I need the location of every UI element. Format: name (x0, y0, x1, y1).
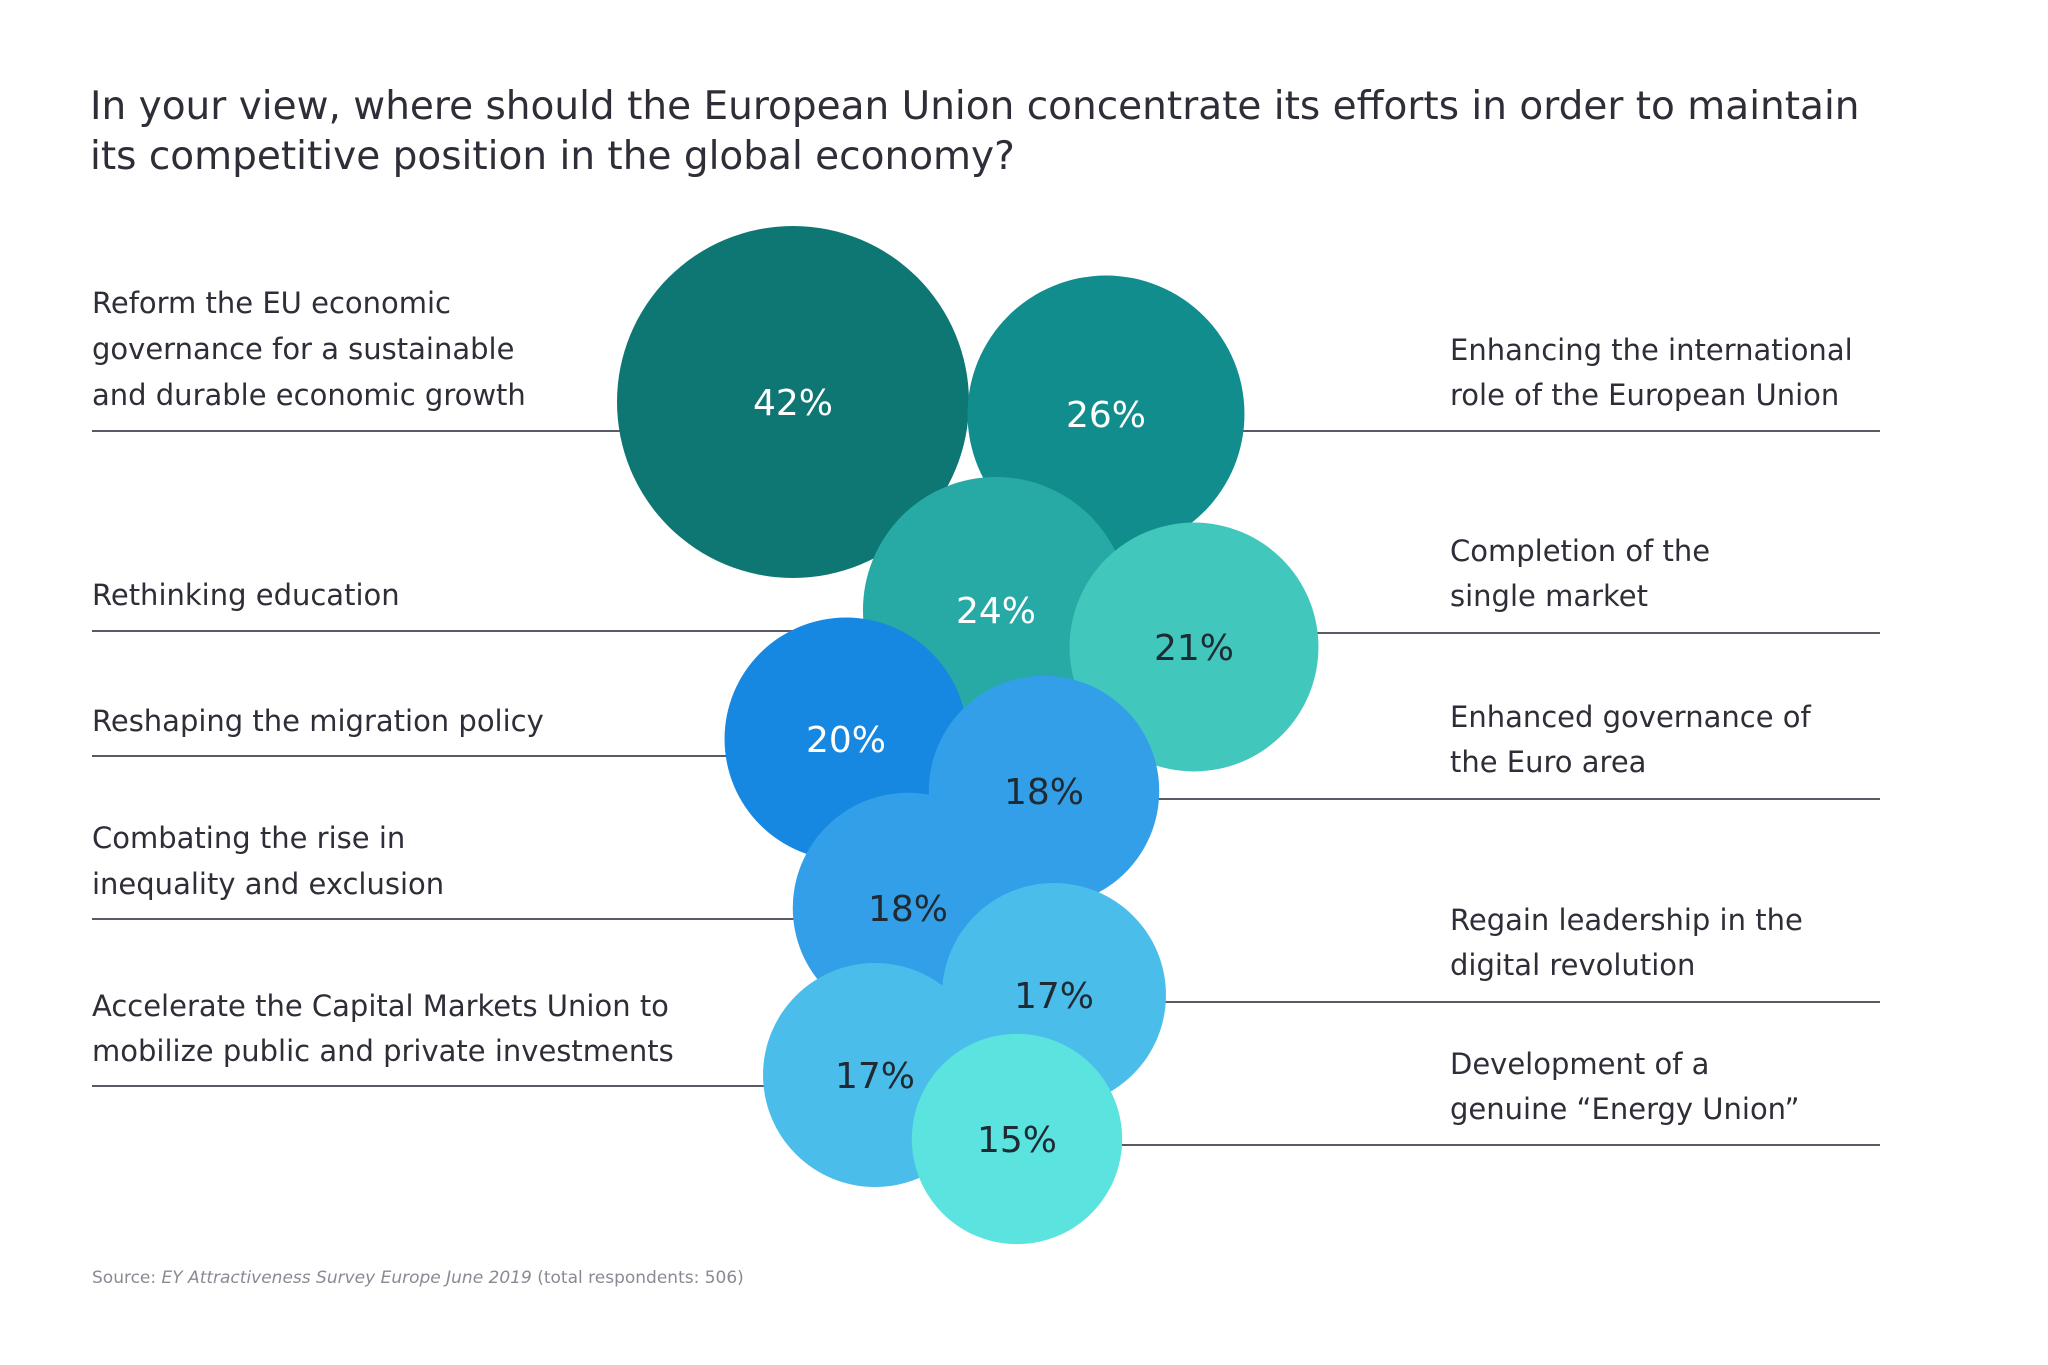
category-label: Reshaping the migration policy (92, 704, 544, 738)
value-label: 17% (1014, 976, 1094, 1017)
value-label: 20% (806, 720, 886, 761)
value-label: 17% (835, 1056, 915, 1097)
category-label: Completion of the single market (1450, 534, 1710, 613)
category-label: Combating the rise in inequality and excl… (92, 821, 444, 901)
source-prefix: Source: (92, 1268, 162, 1288)
category-label: Rethinking education (92, 578, 400, 612)
category-label: Enhanced governance of the Euro area (1450, 700, 1811, 779)
source-name: EY Attractiveness Survey Europe June 201… (161, 1268, 532, 1288)
bubble (911, 1033, 1123, 1245)
category-label: Development of a genuine “Energy Union” (1450, 1047, 1800, 1126)
source-suffix: (total respondents: 506) (531, 1268, 744, 1288)
category-label: Enhancing the international role of the E… (1450, 333, 1853, 412)
bubbles: 42% 26% 24% 21% 20% 18% 18% 17% 17% 15% (617, 226, 1319, 1245)
category-label: Regain leadership in the digital revoluti… (1450, 903, 1803, 982)
value-label: 18% (1004, 772, 1084, 813)
bubble (1069, 522, 1319, 772)
value-label: 15% (977, 1120, 1057, 1161)
value-label: 42% (753, 383, 833, 424)
category-label: Reform the EU economic governance for a s… (92, 286, 526, 412)
bubble (967, 275, 1245, 553)
value-label: 18% (868, 889, 948, 930)
category-labels: Reform the EU economic governance for a s… (92, 286, 1853, 1126)
leader-lines (92, 430, 1880, 1146)
chart-title: In your view, where should the European … (90, 84, 1860, 179)
value-label: 21% (1154, 628, 1234, 669)
value-label: 24% (956, 591, 1036, 632)
value-label: 26% (1066, 395, 1146, 436)
source-note: Source: EY Attractiveness Survey Europe … (92, 1268, 744, 1288)
bubble (617, 226, 969, 578)
category-label: Accelerate the Capital Markets Union to m… (92, 989, 674, 1068)
